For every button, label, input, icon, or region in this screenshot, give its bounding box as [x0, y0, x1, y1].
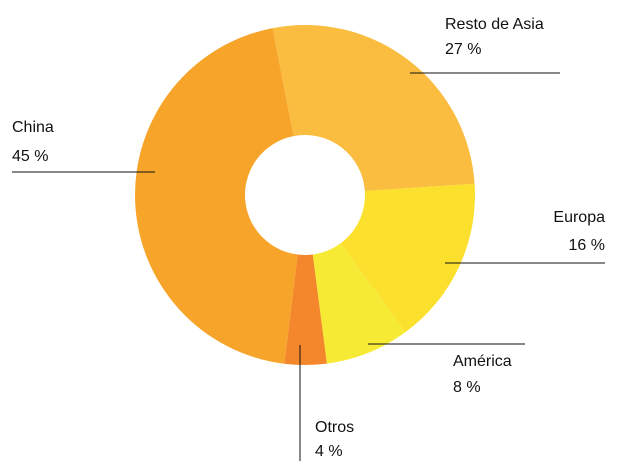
- slice-label: Resto de Asia: [445, 16, 544, 33]
- value-label: 16 %: [569, 237, 605, 254]
- donut-slice: [272, 24, 475, 192]
- donut-slice: [284, 254, 327, 365]
- donut-slice: [312, 243, 406, 364]
- value-label: 45 %: [12, 148, 48, 165]
- value-label: 8 %: [453, 379, 481, 396]
- donut-slice: [340, 183, 475, 333]
- slice-label: China: [12, 119, 54, 136]
- slice-label: América: [453, 353, 512, 370]
- value-label: 27 %: [445, 41, 481, 58]
- slice-label: Europa: [553, 209, 605, 226]
- value-label: 4 %: [315, 443, 343, 460]
- slice-label: Otros: [315, 419, 354, 436]
- donut-slice: [134, 28, 298, 364]
